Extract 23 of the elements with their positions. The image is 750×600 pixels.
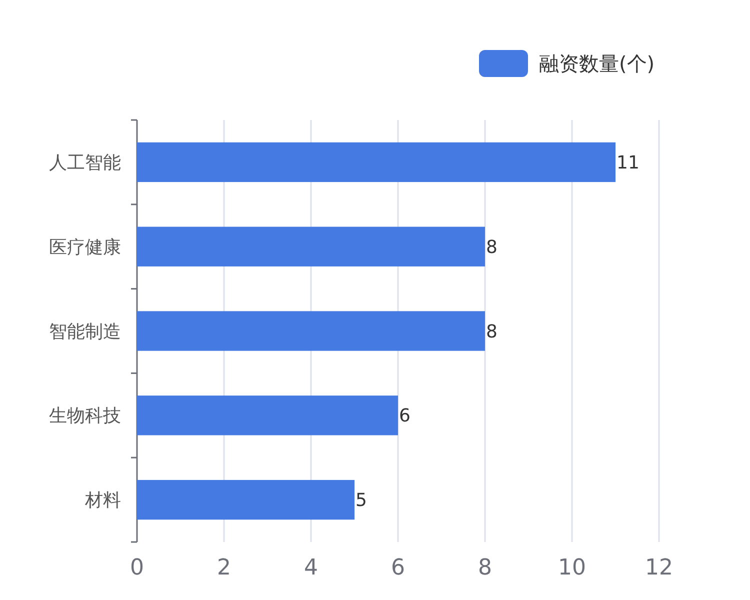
data-label: 8 xyxy=(486,236,498,258)
y-tick-label: 医疗健康 xyxy=(49,236,121,258)
legend-label: 融资数量(个) xyxy=(539,52,655,76)
x-tick-label: 6 xyxy=(391,556,405,581)
bar xyxy=(137,311,485,351)
y-tick-label: 智能制造 xyxy=(49,321,121,342)
bar xyxy=(137,480,354,520)
data-label: 5 xyxy=(356,490,367,512)
y-tick-label: 材料 xyxy=(84,490,121,512)
x-tick-label: 2 xyxy=(217,556,231,581)
bar xyxy=(137,142,616,182)
x-tick-label: 10 xyxy=(558,556,586,581)
x-tick-label: 0 xyxy=(130,556,144,581)
bar xyxy=(137,396,398,436)
data-label: 11 xyxy=(616,152,640,174)
x-tick-label: 12 xyxy=(645,556,673,581)
data-label: 6 xyxy=(399,406,410,427)
data-label: 8 xyxy=(486,321,498,342)
x-tick-label: 8 xyxy=(478,556,492,581)
y-tick-label: 生物科技 xyxy=(49,406,121,427)
x-tick-label: 4 xyxy=(304,556,318,581)
y-tick-label: 人工智能 xyxy=(49,152,121,174)
bar xyxy=(137,226,485,266)
